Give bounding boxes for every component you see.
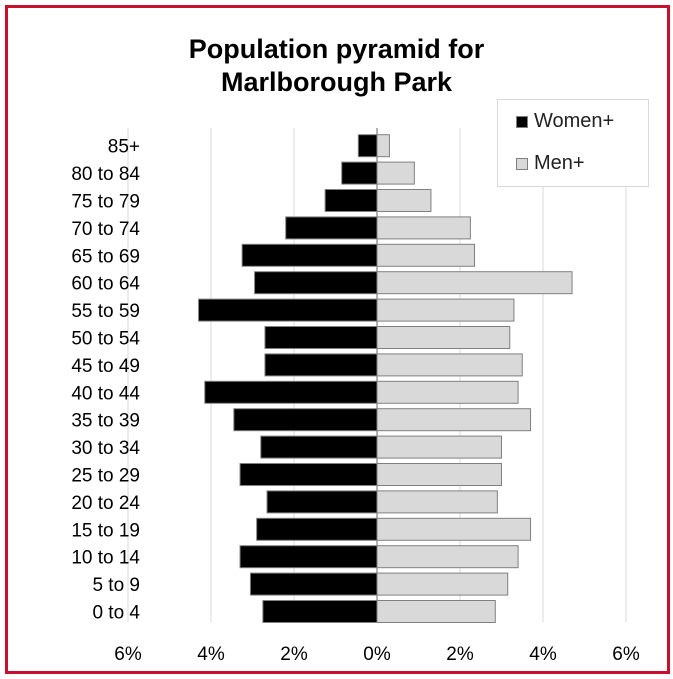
- y-tick-label-11: 55 to 59: [71, 301, 140, 322]
- chart-title-line-2: Marlborough Park: [220, 67, 453, 97]
- women-bar-7: [233, 408, 378, 432]
- men-bar-0: [376, 600, 496, 623]
- women-bar-12: [254, 271, 378, 295]
- y-tick-label-3: 15 to 19: [71, 520, 140, 541]
- women-bar-16: [341, 161, 378, 185]
- x-tick-label-6: 6%: [612, 644, 640, 665]
- men-bar-10: [376, 326, 511, 349]
- women-bar-13: [241, 243, 378, 267]
- men-bar-16: [376, 161, 415, 185]
- women-bar-14: [285, 216, 378, 240]
- x-tick-label-4: 2%: [446, 644, 474, 665]
- y-tick-label-7: 35 to 39: [71, 411, 140, 432]
- y-tick-label-9: 45 to 49: [71, 356, 140, 377]
- x-tick-label-2: 2%: [280, 644, 308, 665]
- y-tick-label-14: 70 to 74: [71, 219, 140, 240]
- women-bar-1: [249, 572, 378, 596]
- men-bar-17: [376, 134, 390, 158]
- legend-label-men: Men+: [534, 152, 585, 174]
- legend-swatch-women: [516, 115, 528, 128]
- legend: Women+ Men+: [497, 99, 649, 187]
- y-tick-label-15: 75 to 79: [71, 192, 140, 213]
- men-bar-9: [376, 353, 523, 377]
- y-tick-label-2: 10 to 14: [71, 548, 140, 569]
- men-bar-11: [376, 298, 515, 322]
- men-bar-3: [376, 517, 532, 541]
- x-axis-labels: 6% 4% 2% 0% 2% 4% 6%: [114, 644, 640, 665]
- women-bar-2: [239, 545, 378, 569]
- y-tick-label-13: 65 to 69: [71, 246, 140, 267]
- chart-title-line-1: Population pyramid for: [188, 34, 485, 64]
- women-bar-4: [266, 490, 378, 514]
- men-bar-4: [376, 490, 498, 514]
- men-bar-6: [376, 435, 502, 459]
- y-tick-label-8: 40 to 44: [71, 383, 140, 404]
- y-tick-label-17: 85+: [108, 137, 140, 158]
- women-bar-10: [264, 326, 378, 349]
- y-axis-labels: 0 to 4 5 to 9 10 to 14 15 to 19 20 to 24 25 t…: [71, 137, 140, 624]
- y-tick-label-4: 20 to 24: [71, 493, 140, 514]
- men-bar-5: [376, 463, 502, 486]
- men-bar-2: [376, 545, 519, 569]
- women-bar-3: [256, 517, 378, 541]
- x-tick-label-0: 6%: [114, 644, 142, 665]
- y-tick-label-5: 25 to 29: [71, 466, 140, 487]
- bars: [198, 134, 573, 623]
- x-tick-label-1: 4%: [197, 644, 225, 665]
- men-bar-1: [376, 572, 509, 596]
- y-tick-label-12: 60 to 64: [71, 274, 140, 295]
- legend-label-women: Women+: [534, 110, 615, 132]
- women-bar-5: [239, 463, 378, 486]
- x-tick-label-5: 4%: [529, 644, 557, 665]
- y-tick-label-10: 50 to 54: [71, 329, 140, 350]
- men-bar-15: [376, 189, 432, 212]
- men-bar-13: [376, 243, 476, 267]
- men-bar-14: [376, 216, 471, 240]
- men-bar-8: [376, 380, 519, 404]
- x-tick-label-3: 0%: [363, 644, 391, 665]
- women-bar-9: [264, 353, 378, 377]
- women-bar-0: [262, 600, 378, 623]
- legend-swatch-men: [516, 157, 528, 170]
- women-bar-17: [357, 134, 378, 158]
- legend-item-women: Women+: [516, 110, 614, 133]
- women-bar-8: [204, 380, 378, 404]
- y-tick-label-16: 80 to 84: [71, 164, 140, 185]
- legend-item-men: Men+: [516, 152, 585, 175]
- y-tick-label-6: 30 to 34: [71, 438, 140, 459]
- men-bar-7: [376, 408, 532, 432]
- women-bar-11: [198, 298, 378, 322]
- y-tick-label-1: 5 to 9: [92, 575, 140, 596]
- men-bar-12: [376, 271, 573, 295]
- y-tick-label-0: 0 to 4: [92, 603, 140, 624]
- women-bar-15: [324, 189, 378, 212]
- chart-title: Population pyramid for Marlborough Park: [0, 33, 673, 99]
- women-bar-6: [260, 435, 378, 459]
